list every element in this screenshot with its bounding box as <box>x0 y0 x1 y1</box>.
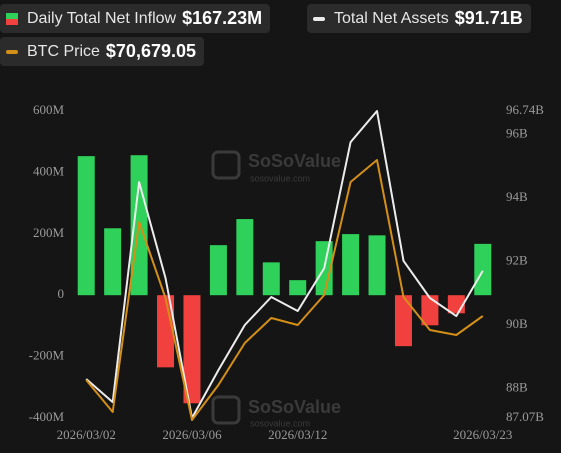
y2-tick-label: 87.07B <box>506 409 544 424</box>
y2-tick-label: 94B <box>506 189 528 204</box>
y2-tick-label: 88B <box>506 379 528 394</box>
y-tick-label: -400M <box>29 409 65 424</box>
y2-tick-label: 96B <box>506 125 528 140</box>
watermark-site: sosovalue.com <box>250 173 310 183</box>
legend-label: Total Net Assets <box>334 9 449 27</box>
bar <box>421 295 439 326</box>
bar <box>262 262 280 296</box>
watermark-logo <box>211 150 241 180</box>
bar <box>289 280 307 296</box>
x-tick-label: 2026/03/02 <box>57 427 116 442</box>
legend-label: BTC Price <box>27 42 100 60</box>
legend-label: Daily Total Net Inflow <box>27 9 177 27</box>
legend-item[interactable]: BTC Price $70,679.05 <box>0 37 204 66</box>
line <box>85 110 484 419</box>
legend-icon <box>6 12 18 25</box>
x-tick-label: 2026/03/06 <box>162 427 222 442</box>
watermark-brand: SoSoValue <box>248 397 341 417</box>
legend-icon <box>313 16 325 21</box>
legend-value: $167.23M <box>182 8 263 28</box>
bar <box>368 235 386 296</box>
bar <box>77 156 95 296</box>
bar <box>394 295 412 347</box>
watermark-site: sosovalue.com <box>250 418 310 428</box>
y-tick-label: 0 <box>58 286 65 301</box>
bar <box>236 219 254 296</box>
bar <box>209 245 227 296</box>
legend-value: $70,679.05 <box>105 41 196 61</box>
bar <box>342 234 360 296</box>
watermark: SoSoValue sosovalue.com SoSoValue sosova… <box>211 150 341 428</box>
legend-value: $91.71B <box>454 8 523 28</box>
x-tick-label: 2026/03/12 <box>268 427 327 442</box>
y2-tick-label: 92B <box>506 252 528 267</box>
y2-tick-label: 90B <box>506 316 528 331</box>
legend-item[interactable]: Total Net Assets $91.71B <box>307 4 531 33</box>
y-tick-label: -200M <box>29 348 65 363</box>
legend-icon <box>6 49 18 54</box>
y2-tick-label: 96.74B <box>506 102 544 117</box>
bar <box>474 243 492 296</box>
legend-item[interactable]: Daily Total Net Inflow $167.23M <box>0 4 271 33</box>
y-tick-label: 600M <box>33 102 65 117</box>
x-tick-label: 2026/03/23 <box>453 427 512 442</box>
line <box>85 159 484 421</box>
bar <box>104 228 122 296</box>
y-tick-label: 200M <box>33 225 65 240</box>
watermark-logo <box>211 395 241 425</box>
bar <box>183 295 201 404</box>
y-tick-label: 400M <box>33 163 65 178</box>
watermark-brand: SoSoValue <box>248 151 341 171</box>
